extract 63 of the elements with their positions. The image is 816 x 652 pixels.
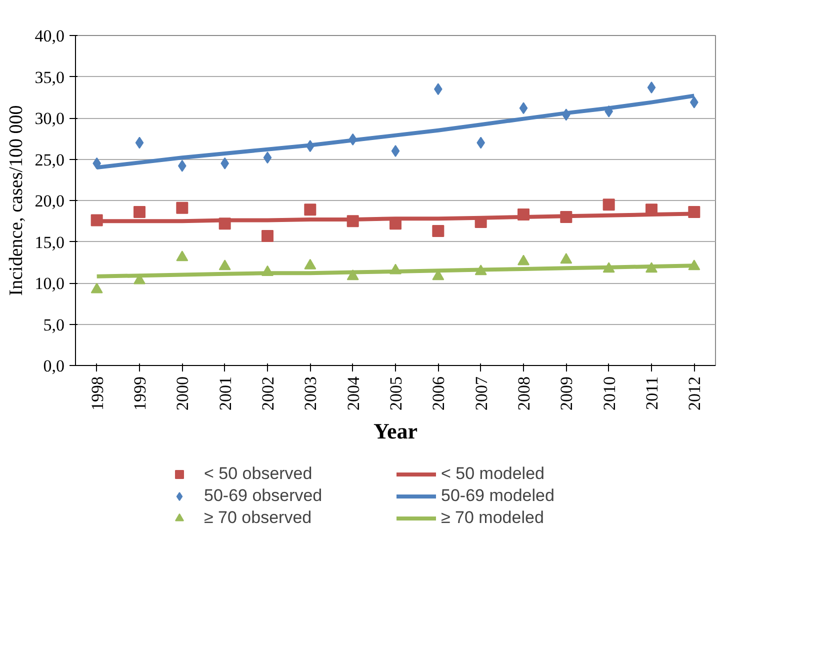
- x-tick-label: 2006: [429, 376, 448, 410]
- point: [602, 262, 615, 273]
- legend-label: 50-69 modeled: [441, 486, 556, 506]
- y-tick-label: 0,0: [43, 356, 64, 376]
- point: [647, 81, 656, 94]
- x-tick-label: 2005: [386, 376, 406, 410]
- point: [304, 258, 316, 270]
- legend-label: < 50 modeled: [441, 464, 546, 484]
- legend-label: 50-69 observed: [204, 486, 324, 506]
- point: [519, 102, 528, 114]
- y-tick-label: 40,0: [34, 26, 64, 46]
- point: [304, 204, 316, 216]
- point: [262, 265, 274, 276]
- legend-label: ≥ 70 observed: [204, 508, 313, 528]
- point: [262, 230, 274, 242]
- point: [560, 253, 572, 264]
- point: [518, 254, 530, 266]
- y-axis-title: Incidence, cases/100 000: [6, 105, 27, 296]
- point: [134, 206, 146, 218]
- x-tick-label: 2010: [600, 376, 619, 410]
- x-tick-label: 2002: [258, 376, 278, 410]
- point: [390, 264, 402, 274]
- x-tick-label: 2011: [642, 376, 662, 410]
- point: [346, 270, 359, 280]
- point: [346, 215, 359, 228]
- point: [218, 218, 231, 230]
- x-tick-label: 2007: [472, 376, 491, 410]
- x-axis-title: Year: [374, 418, 418, 444]
- x-tick-label: 2012: [685, 376, 704, 410]
- point: [391, 145, 400, 157]
- y-tick-label: 30,0: [34, 109, 64, 128]
- legend-label: ≥ 70 modeled: [441, 508, 545, 528]
- point: [518, 208, 530, 221]
- x-tick-label: 2008: [514, 376, 534, 410]
- x-tick-label: 2009: [557, 376, 576, 410]
- y-tick-label: 10,0: [34, 274, 64, 293]
- point: [602, 198, 615, 211]
- x-tick-label: 1998: [88, 376, 107, 410]
- point: [135, 136, 144, 149]
- x-tick-label: 2003: [301, 376, 320, 410]
- point: [90, 282, 103, 294]
- y-tick-label: 15,0: [34, 232, 64, 252]
- point: [176, 202, 188, 214]
- point: [176, 250, 188, 262]
- x-tick-label: 2001: [216, 376, 235, 410]
- point: [688, 206, 700, 218]
- point: [474, 264, 487, 276]
- y-tick-label: 25,0: [34, 150, 64, 170]
- x-tick-label: 2000: [173, 376, 192, 410]
- point: [646, 262, 658, 273]
- point: [263, 152, 272, 164]
- y-tick-label: 5,0: [43, 315, 64, 334]
- point: [688, 260, 700, 270]
- point: [218, 260, 231, 270]
- point: [560, 211, 572, 223]
- point: [134, 274, 146, 284]
- x-tick-label: 1999: [130, 376, 150, 410]
- point: [432, 225, 444, 238]
- y-tick-label: 35,0: [34, 68, 64, 87]
- legend-label: < 50 observed: [204, 464, 314, 484]
- y-tick-label: 20,0: [34, 192, 64, 210]
- point: [90, 214, 103, 226]
- x-tick-label: 2004: [344, 376, 363, 410]
